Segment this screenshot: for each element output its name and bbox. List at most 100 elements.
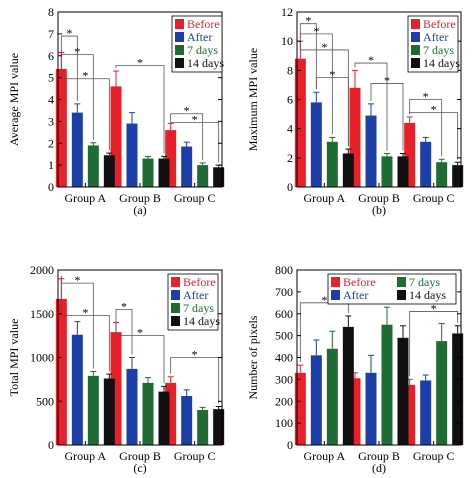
significance-bracket [315, 77, 349, 147]
significance-label: * [74, 273, 80, 287]
bar [365, 372, 377, 445]
x-tick-label: Group C [174, 449, 216, 463]
legend-label: 7 days [187, 43, 218, 57]
x-tick-label: Group B [358, 191, 400, 205]
significance-label: * [321, 293, 327, 307]
bar [326, 348, 338, 445]
significance-label: * [305, 14, 311, 28]
y-axis-title: Total MPI value [7, 319, 21, 397]
legend-swatch [411, 32, 420, 42]
significance-bracket [115, 65, 165, 154]
bar [365, 115, 377, 187]
panel-label: (a) [133, 203, 146, 217]
bar [71, 334, 83, 445]
panel-label: (b) [372, 203, 386, 217]
bar [158, 391, 170, 445]
y-tick-label: 4 [48, 93, 54, 107]
legend-label: 7 days [423, 43, 454, 57]
y-tick-label: 7 [48, 27, 54, 41]
bar [349, 87, 361, 187]
bar [103, 378, 115, 445]
y-tick-label: 200 [275, 394, 293, 408]
significance-label: * [423, 90, 429, 104]
significance-label: * [137, 326, 143, 340]
y-tick-label: 800 [275, 263, 293, 277]
significance-bracket [170, 120, 220, 163]
legend-swatch [171, 316, 180, 326]
x-tick-label: Group C [174, 191, 216, 205]
bar [436, 162, 448, 187]
bar [213, 409, 225, 445]
significance-label: * [329, 68, 335, 82]
legend-swatch [411, 45, 420, 55]
y-tick-label: 1000 [30, 351, 54, 365]
significance-bracket [409, 112, 459, 160]
bar [110, 332, 122, 445]
bar [181, 396, 193, 445]
bar [404, 384, 416, 445]
bar [310, 355, 322, 445]
bar [420, 380, 432, 445]
legend-label: 7 days [183, 301, 214, 315]
bar [110, 86, 122, 187]
y-tick-label: 300 [275, 372, 293, 386]
x-tick-label: Group A [64, 191, 106, 205]
legend-label: After [187, 30, 212, 44]
y-tick-label: 8 [48, 5, 54, 19]
significance-bracket [115, 319, 165, 384]
legend-swatch [411, 19, 420, 29]
significance-label: * [384, 73, 390, 87]
bar [310, 102, 322, 187]
y-tick-label: 12 [281, 5, 293, 19]
y-tick-label: 1 [48, 158, 54, 172]
significance-label: * [66, 26, 72, 40]
bar [142, 158, 154, 187]
panel-label: (c) [133, 461, 146, 475]
chart-panel: * * * * * 0 500 1000 1500 2000 Group A Group B Group… [7, 263, 225, 475]
legend-label: Before [423, 17, 456, 31]
bar [126, 123, 138, 187]
y-tick-label: 4 [287, 122, 293, 136]
significance-bracket [299, 38, 349, 147]
bar [181, 146, 193, 187]
significance-label: * [82, 69, 88, 83]
legend-swatch [171, 303, 180, 313]
legend-label: 14 days [187, 56, 224, 70]
y-tick-label: 3 [48, 114, 54, 128]
bar [126, 368, 138, 445]
y-tick-label: 600 [275, 307, 293, 321]
significance-label: * [431, 103, 437, 117]
y-tick-label: 5 [48, 71, 54, 85]
significance-bracket [354, 62, 388, 151]
legend-swatch [397, 290, 406, 300]
bar [452, 165, 464, 187]
y-axis-title: Average MPI value [7, 53, 21, 146]
bar [71, 112, 83, 187]
significance-label: * [192, 112, 198, 126]
bar [165, 382, 177, 445]
significance-label: * [121, 299, 127, 313]
bar [342, 326, 354, 445]
significance-label: * [74, 45, 80, 59]
legend-label: 14 days [423, 56, 460, 70]
bar [142, 382, 154, 445]
bar [213, 167, 225, 187]
legend-swatch [175, 58, 184, 68]
x-tick-label: Group C [413, 191, 455, 205]
significance-bracket [170, 113, 204, 160]
y-tick-label: 700 [275, 285, 293, 299]
x-tick-label: Group A [303, 191, 345, 205]
legend-label: 14 days [409, 288, 446, 302]
legend-label: Before [187, 17, 220, 31]
significance-label: * [431, 302, 437, 316]
significance-bracket [60, 35, 78, 101]
bar [404, 122, 416, 187]
bar [197, 165, 209, 187]
bar [55, 68, 67, 187]
legend-label: Before [343, 275, 376, 289]
y-tick-label: 0 [287, 180, 293, 194]
